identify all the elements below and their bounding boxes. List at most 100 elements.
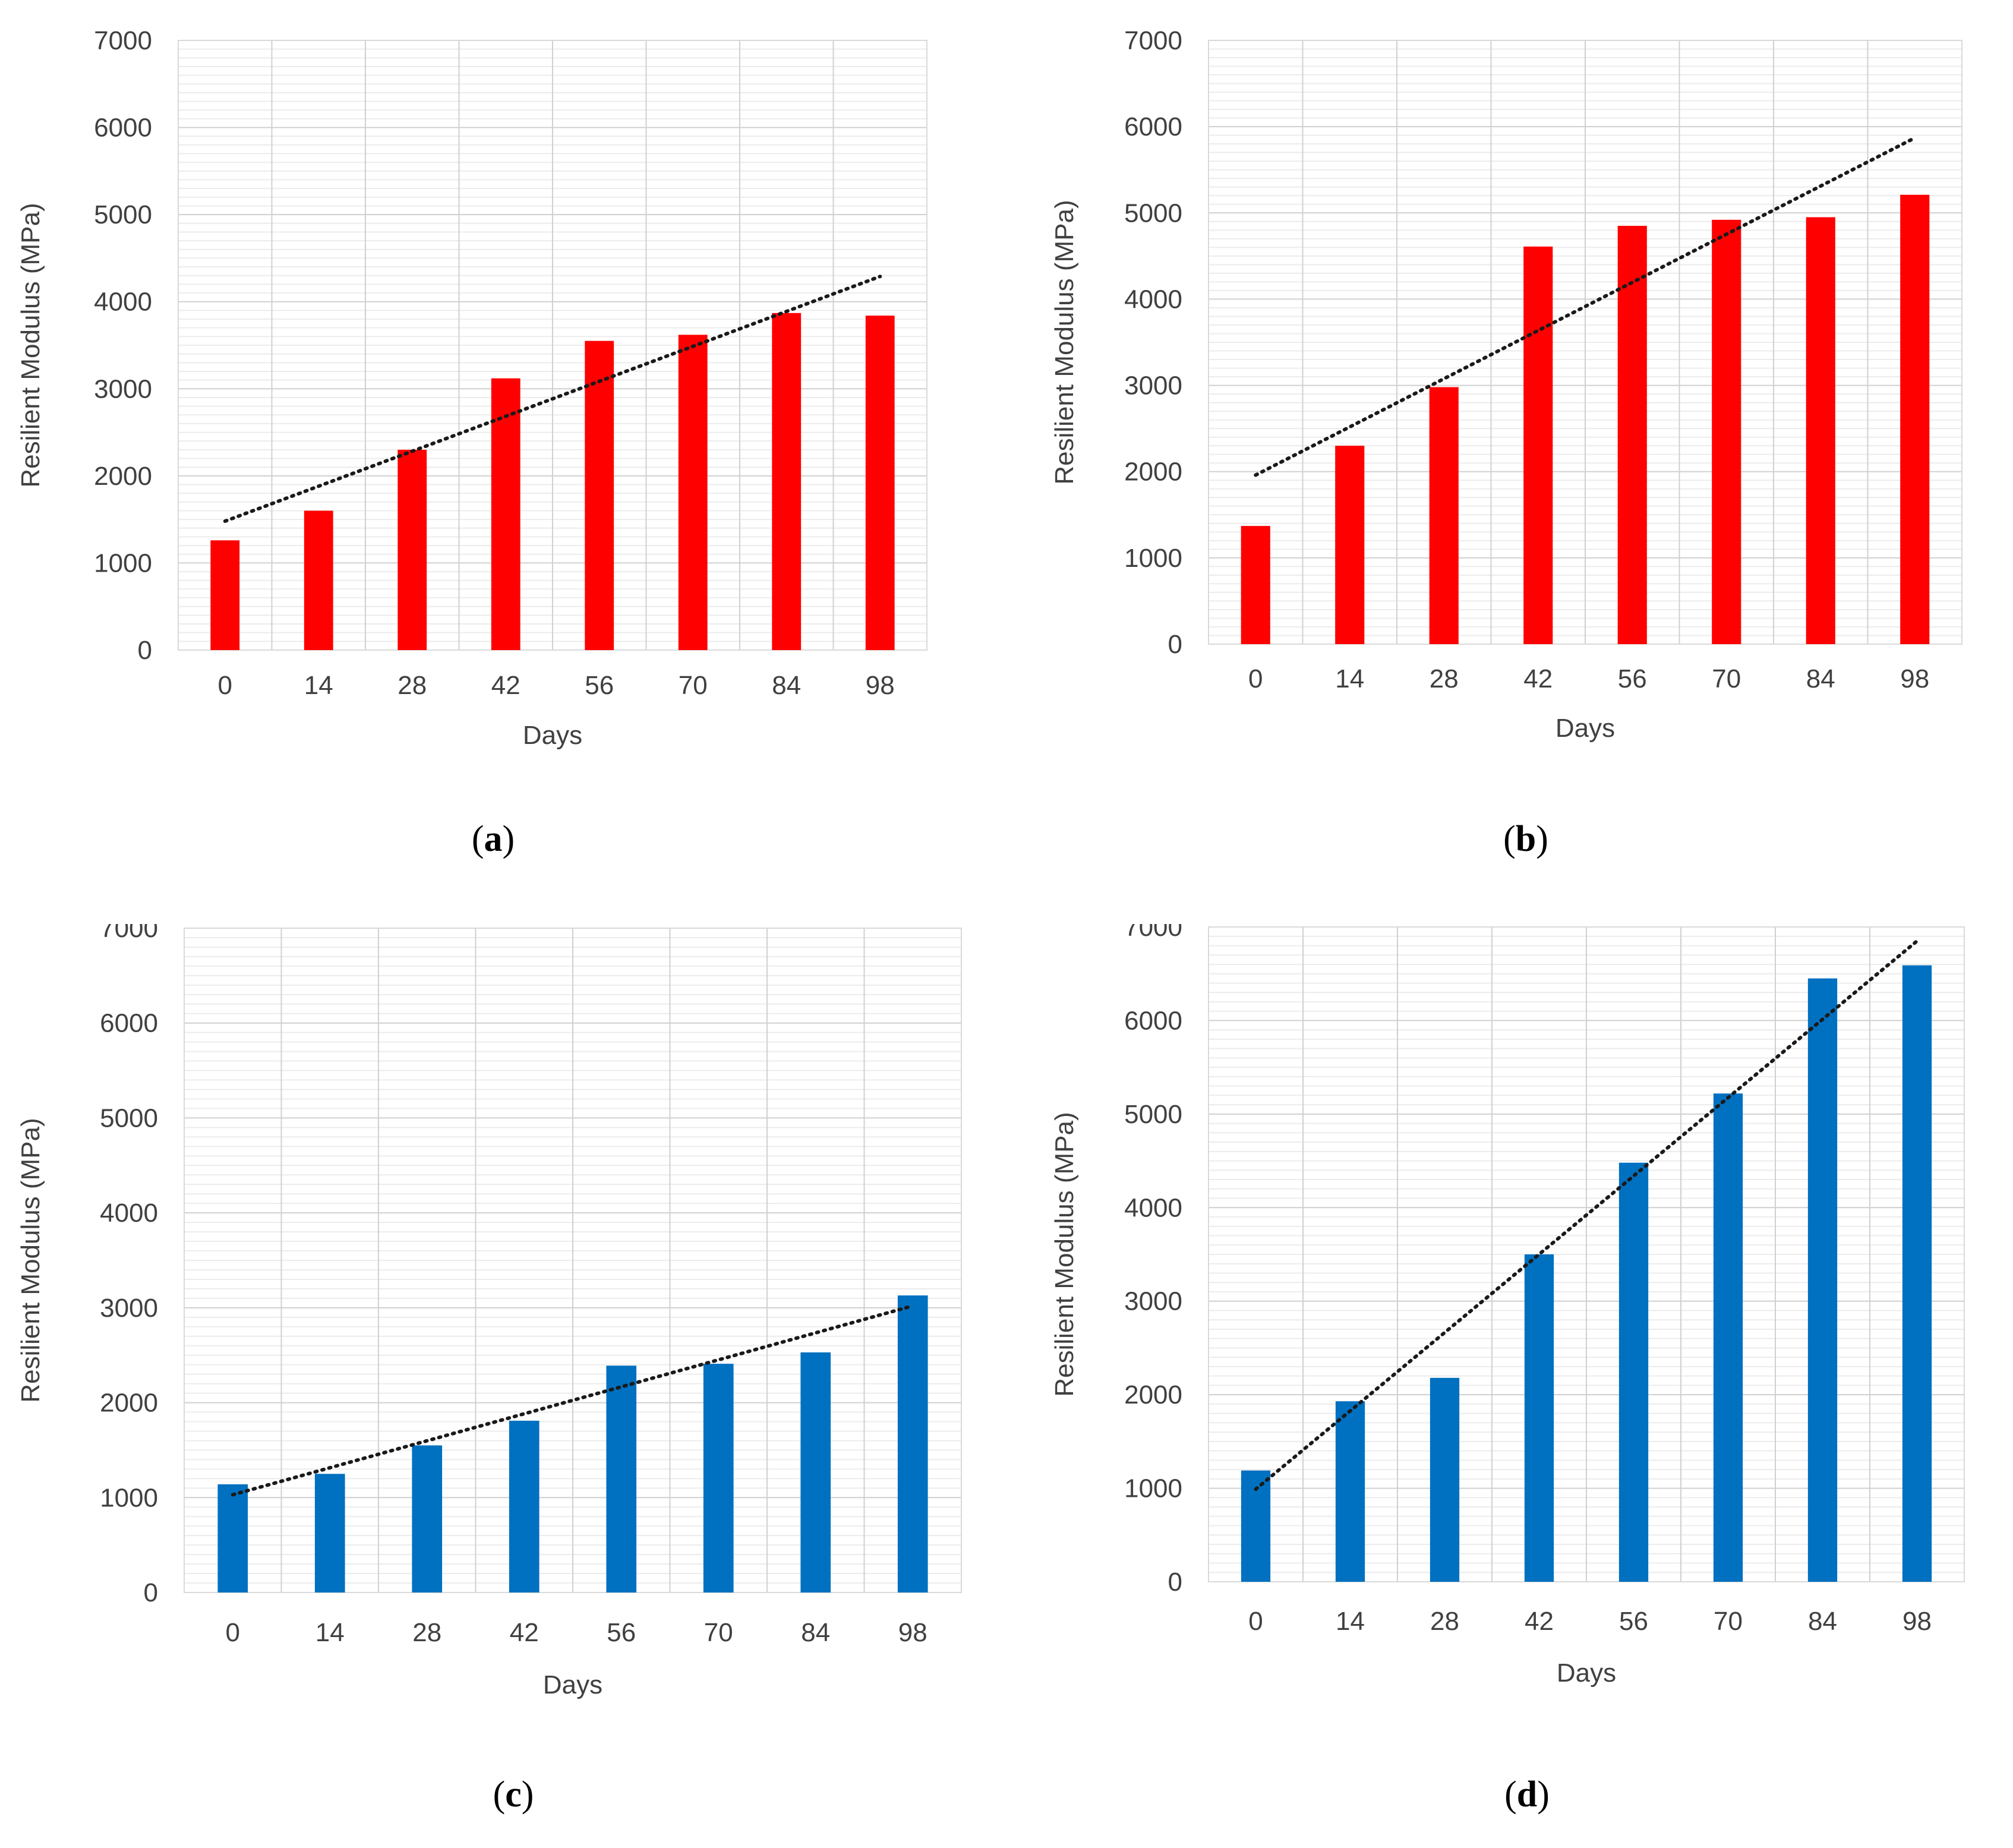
chart-svg-c: 0 1000 2000 3000 4000 5000 6000 7000 0 14 28 42 56 70…	[16, 924, 962, 1815]
x-tick-label: 14	[304, 671, 333, 700]
x-axis-title: Days	[1557, 1658, 1616, 1688]
panel-caption: (c)	[493, 1774, 534, 1815]
y-tick-label: 3000	[1124, 371, 1182, 400]
x-axis-title: Days	[523, 721, 582, 750]
caption-close-paren: )	[503, 819, 515, 859]
bar-day-14	[314, 1474, 345, 1592]
x-tick-label: 70	[1712, 664, 1741, 693]
bar-day-98	[1900, 194, 1930, 644]
bar-day-98	[1902, 965, 1932, 1582]
caption-close-paren: )	[1536, 819, 1548, 859]
x-tick-label: 98	[1900, 664, 1929, 693]
y-tick-label: 1000	[94, 548, 152, 578]
caption-label: c	[505, 1774, 522, 1815]
bar-day-84	[1806, 217, 1835, 644]
bar-day-70	[1713, 1093, 1743, 1582]
panel-caption: (d)	[1504, 1774, 1550, 1815]
y-tick-label: 3000	[1124, 1287, 1182, 1316]
y-tick-label: 7000	[100, 924, 158, 943]
bar-series	[1241, 194, 1930, 644]
bar-day-56	[585, 340, 614, 650]
bar-day-70	[703, 1364, 734, 1592]
bar-day-42	[1523, 246, 1553, 644]
y-tick-label: 6000	[94, 113, 152, 143]
bar-series	[1241, 965, 1932, 1582]
x-tick-label: 56	[1618, 664, 1647, 693]
y-tick-label: 6000	[1124, 1006, 1182, 1035]
y-tick-label: 3000	[94, 374, 152, 403]
x-axis-title: Days	[543, 1670, 602, 1699]
y-tick-label: 0	[138, 636, 152, 665]
caption-close-paren: )	[1537, 1774, 1550, 1815]
caption-open-paren: (	[472, 819, 484, 859]
y-tick-label: 4000	[1124, 1193, 1182, 1222]
chart-panel-b: 0 1000 2000 3000 4000 5000 6000 7000 0 14 28 42 56 70…	[1006, 0, 2013, 924]
y-tick-label: 5000	[1124, 198, 1182, 228]
y-tick-label: 0	[144, 1578, 158, 1607]
y-tick-label: 2000	[1124, 458, 1182, 487]
x-tick-label: 98	[866, 671, 895, 700]
bar-day-14	[1335, 1401, 1365, 1582]
y-tick-label: 6000	[100, 1009, 158, 1038]
y-tick-label: 2000	[100, 1389, 158, 1418]
x-tick-label: 98	[1902, 1607, 1932, 1636]
y-tick-label: 3000	[100, 1294, 158, 1323]
chart-panel-a: 0 1000 2000 3000 4000 5000 6000 7000 0 14 28 42 56 70…	[0, 0, 1006, 924]
y-tick-label: 7000	[94, 26, 152, 55]
y-tick-label: 0	[1168, 630, 1182, 659]
x-tick-label: 0	[1248, 664, 1263, 693]
y-tick-label: 7000	[1124, 26, 1182, 55]
trendline	[1254, 939, 1919, 1491]
y-tick-label: 4000	[100, 1199, 158, 1228]
chart-svg-d: 0 1000 2000 3000 4000 5000 6000 7000 0 14 28 42 56 70…	[1050, 924, 1965, 1815]
x-tick-label: 56	[585, 671, 614, 700]
caption-close-paren: )	[522, 1774, 534, 1815]
bar-day-14	[304, 510, 333, 650]
plot-area-frame	[184, 928, 962, 1593]
caption-label: b	[1516, 819, 1536, 859]
bar-day-84	[800, 1352, 831, 1592]
x-tick-label: 42	[510, 1618, 539, 1647]
x-tick-label: 70	[704, 1618, 733, 1647]
bar-day-14	[1335, 446, 1365, 644]
bar-day-84	[772, 313, 802, 650]
x-axis-title: Days	[1555, 714, 1615, 743]
trendline	[1254, 136, 1917, 477]
y-tick-label: 4000	[1124, 285, 1182, 314]
y-tick-label: 4000	[94, 288, 152, 317]
x-tick-label: 28	[412, 1618, 441, 1647]
trendline	[223, 275, 882, 524]
bar-day-98	[865, 316, 895, 650]
bar-day-28	[397, 449, 427, 650]
y-tick-label: 1000	[100, 1483, 158, 1512]
caption-label: d	[1517, 1774, 1537, 1815]
y-axis-title: Resilient Modulus (MPa)	[16, 203, 45, 487]
x-tick-label: 0	[226, 1618, 240, 1647]
x-tick-label: 84	[1808, 1607, 1837, 1636]
y-tick-label: 0	[1168, 1568, 1182, 1597]
bar-day-98	[897, 1295, 928, 1592]
caption-open-paren: (	[1504, 1774, 1517, 1815]
caption-open-paren: (	[1503, 819, 1516, 859]
x-tick-label: 28	[397, 671, 427, 700]
y-tick-label: 5000	[100, 1103, 158, 1133]
bar-day-28	[412, 1445, 443, 1592]
panel-caption: (b)	[1503, 819, 1548, 859]
x-tick-label: 14	[1336, 1607, 1365, 1636]
bar-day-28	[1430, 1377, 1460, 1582]
caption-label: a	[484, 819, 503, 859]
x-tick-label: 28	[1430, 1607, 1459, 1636]
panel-caption: (a)	[472, 819, 515, 859]
y-axis-title: Resilient Modulus (MPa)	[16, 1118, 45, 1402]
x-tick-label: 70	[1714, 1607, 1743, 1636]
plot-area-frame	[1208, 40, 1962, 645]
caption-open-paren: (	[493, 1774, 506, 1815]
gridlines	[1209, 40, 1962, 645]
y-tick-label: 1000	[1124, 544, 1182, 573]
plot-area-frame	[1208, 926, 1965, 1582]
bar-day-70	[678, 335, 708, 650]
y-tick-label: 1000	[1124, 1474, 1182, 1503]
x-tick-label: 84	[772, 671, 801, 700]
chart-svg-a: 0 1000 2000 3000 4000 5000 6000 7000 0 14 28 42 56 70…	[16, 26, 927, 859]
chart-svg-b: 0 1000 2000 3000 4000 5000 6000 7000 0 14 28 42 56 70…	[1050, 26, 1962, 859]
